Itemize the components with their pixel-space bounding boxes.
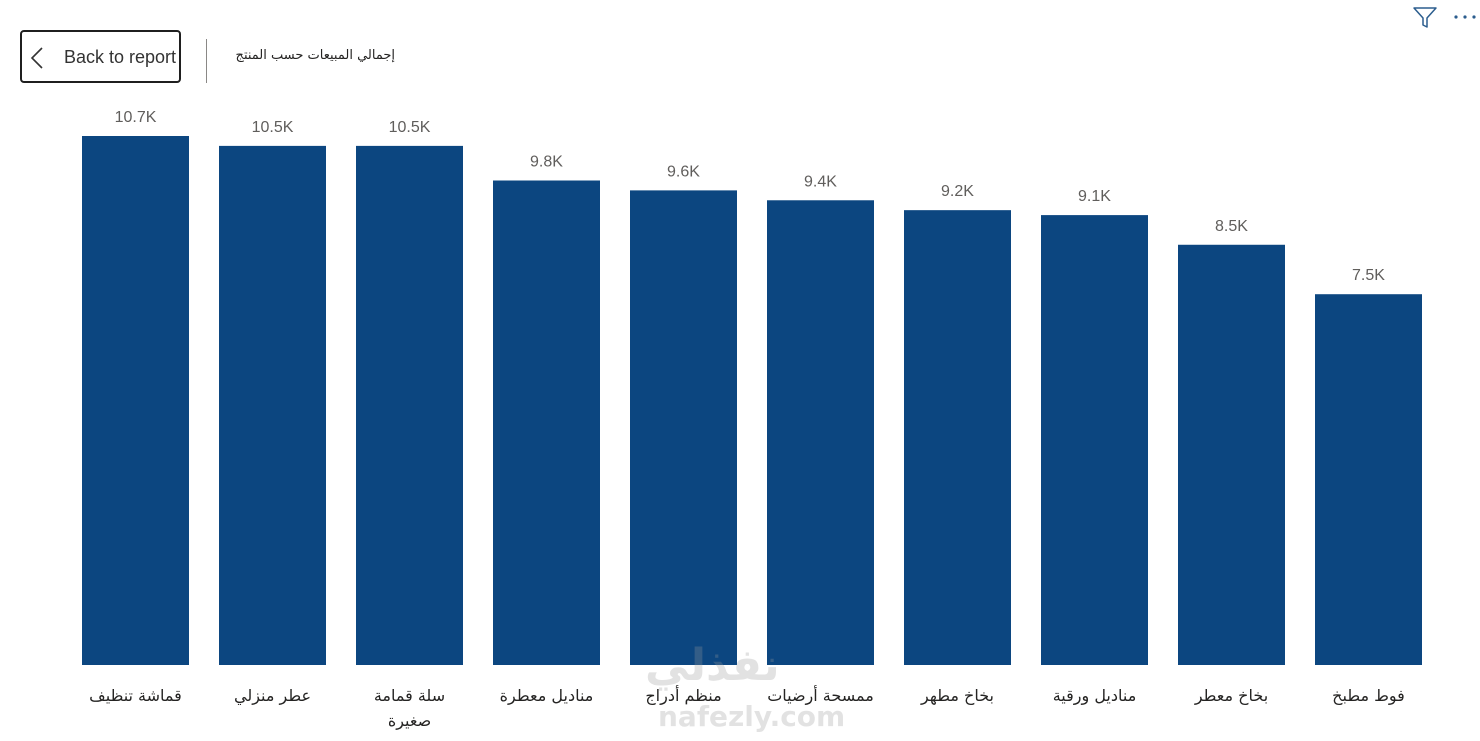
data-label-2: 10.5K xyxy=(252,119,294,136)
x-tick-label-3-line-1: سلة قمامة xyxy=(374,686,445,705)
data-labels-layer: 10.7K 10.5K 10.5K 9.8K 9.6K 9.4K 9.2K 9.1K 8.5K 7… xyxy=(115,109,1386,284)
data-label-6: 9.4K xyxy=(804,173,837,190)
x-tick-label-1: قماشة تنظيف xyxy=(89,686,182,705)
chevron-left-icon xyxy=(30,47,43,69)
data-label-5: 9.6K xyxy=(667,163,700,180)
data-label-1: 10.7K xyxy=(115,109,157,126)
data-label-8: 9.1K xyxy=(1078,188,1111,205)
bars-layer xyxy=(82,136,1422,666)
x-tick-label-3-line-2: صغيرة xyxy=(388,711,431,731)
back-to-report-button[interactable]: Back to report xyxy=(20,30,181,83)
bar-3[interactable] xyxy=(356,145,463,666)
bar-9[interactable] xyxy=(1178,244,1285,665)
x-tick-label-2: عطر منزلي xyxy=(234,686,311,706)
back-to-report-label: Back to report xyxy=(64,47,177,67)
x-tick-label-4: مناديل معطرة xyxy=(500,686,594,706)
bar-5[interactable] xyxy=(630,190,737,665)
more-options-icon[interactable] xyxy=(1452,9,1478,25)
x-tick-label-8: مناديل ورقية xyxy=(1053,686,1137,706)
x-axis-layer: قماشة تنظيف عطر منزلي سلة قمامة صغيرة مناديل… xyxy=(89,685,1405,731)
bar-8[interactable] xyxy=(1041,215,1148,666)
header-divider xyxy=(206,39,207,83)
data-label-10: 7.5K xyxy=(1352,267,1385,284)
bar-10[interactable] xyxy=(1315,294,1422,665)
filter-icon[interactable] xyxy=(1412,6,1438,30)
data-label-3: 10.5K xyxy=(389,119,431,136)
bar-4[interactable] xyxy=(493,180,600,665)
data-label-4: 9.8K xyxy=(530,153,563,170)
data-label-7: 9.2K xyxy=(941,183,974,200)
x-tick-label-10: فوط مطبخ xyxy=(1332,686,1405,706)
x-tick-label-7: بخاخ مطهر xyxy=(920,686,994,706)
x-tick-label-6: ممسحة أرضيات xyxy=(767,685,874,706)
x-tick-label-9: بخاخ معطر xyxy=(1194,686,1268,706)
page-title: إجمالي المبيعات حسب المنتج xyxy=(235,48,395,63)
data-label-9: 8.5K xyxy=(1215,218,1248,235)
bar-7[interactable] xyxy=(904,210,1011,665)
x-tick-label-5: منظم أدراج xyxy=(645,685,721,706)
bar-2[interactable] xyxy=(219,145,326,666)
bar-1[interactable] xyxy=(82,136,189,665)
bar-6[interactable] xyxy=(767,200,874,665)
